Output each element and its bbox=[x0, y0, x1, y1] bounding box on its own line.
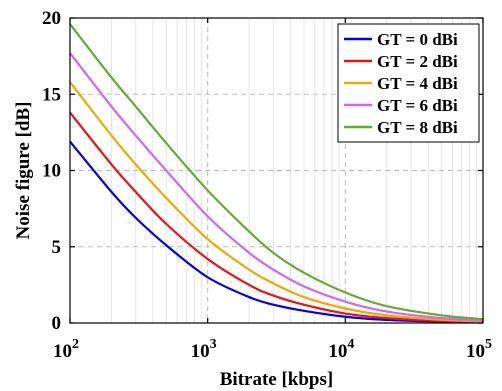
grid-lines bbox=[69, 17, 484, 324]
legend-label: GT = 2 dBi bbox=[377, 52, 458, 71]
axis-ticks: 0 5 10 15 20 102 103 104 105 bbox=[42, 8, 492, 362]
series-line bbox=[69, 23, 484, 321]
y-tick-label: 0 bbox=[52, 313, 62, 334]
series-line bbox=[69, 140, 484, 324]
y-tick-label: 10 bbox=[42, 161, 61, 182]
y-tick-label: 20 bbox=[42, 8, 61, 29]
legend-label: GT = 0 dBi bbox=[377, 30, 458, 49]
x-tick-label: 105 bbox=[466, 337, 492, 362]
series-line bbox=[69, 52, 484, 322]
y-tick-label: 5 bbox=[52, 237, 62, 258]
series-line bbox=[69, 81, 484, 323]
x-axis-label: Bitrate [kbps] bbox=[220, 369, 333, 390]
y-tick-label: 15 bbox=[42, 84, 61, 105]
x-tick-label: 102 bbox=[53, 337, 79, 362]
x-tick-label: 104 bbox=[328, 337, 354, 362]
x-tick-label: 103 bbox=[191, 337, 217, 362]
legend: GT = 0 dBi GT = 2 dBi GT = 4 dBi GT = 6 dBi… bbox=[337, 23, 480, 143]
y-axis-label: Noise figure [dB] bbox=[13, 102, 34, 240]
legend-label: GT = 6 dBi bbox=[377, 96, 458, 115]
legend-label: GT = 4 dBi bbox=[377, 74, 458, 93]
series-lines bbox=[69, 23, 484, 324]
legend-label: GT = 8 dBi bbox=[377, 118, 458, 137]
series-line bbox=[69, 111, 484, 324]
